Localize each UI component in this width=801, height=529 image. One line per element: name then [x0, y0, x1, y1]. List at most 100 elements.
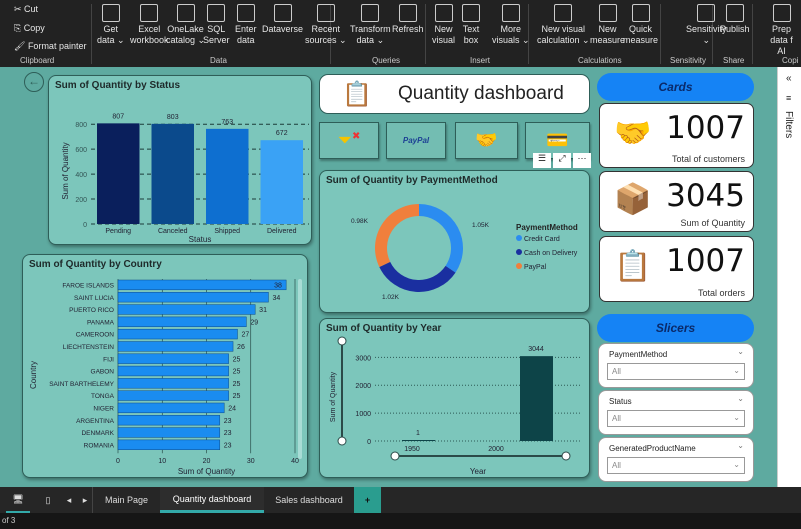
cash-on-delivery-button[interactable]: 🤝 [455, 122, 518, 159]
x-tick-label: 10 [158, 458, 166, 465]
filter-icon[interactable]: ☰ [533, 153, 551, 168]
slicer-dropdown[interactable]: All ⌄ [607, 457, 745, 474]
button-label: measure [590, 35, 626, 45]
data-label: 25 [233, 381, 241, 388]
format-painter-button[interactable]: 🖌 Format painter [14, 41, 87, 51]
slider-handle[interactable] [337, 436, 347, 446]
bar-delivered [260, 140, 303, 224]
page-count: of 3 [2, 516, 16, 525]
queries-icon [361, 4, 380, 22]
copilot-icon [772, 4, 791, 22]
ribbon-data-button-6[interactable]: Recent sources ⌄ [305, 4, 347, 46]
ribbon-data-button-4[interactable]: Enter data [235, 4, 257, 46]
insert-icon [501, 4, 520, 22]
y-tick-label: GABON [91, 369, 115, 376]
button-label: workbook [130, 35, 169, 45]
ribbon-data-button-3[interactable]: SQL Server [203, 4, 230, 46]
share-icon [725, 4, 744, 22]
ribbon-calculations-button-2[interactable]: Quick measure [623, 4, 658, 46]
cut-button[interactable]: ✂ Cut [14, 4, 39, 14]
y-tick-label: DENMARK [81, 430, 114, 437]
button-label: Transform [350, 24, 391, 34]
tab-quantity-dashboard[interactable]: Quantity dashboard [160, 487, 264, 513]
data-label: 807 [112, 113, 124, 120]
ribbon-queries-button-1[interactable]: Refresh [392, 4, 424, 35]
button-label: data ⌄ [97, 35, 125, 45]
ribbon-insert-button-0[interactable]: New visual [432, 4, 455, 46]
scrollbar[interactable] [298, 279, 302, 459]
paypal-button[interactable]: PayPal [386, 122, 446, 159]
ribbon-sensitivity-button-0[interactable]: Sensitivity ⌄ [686, 4, 727, 46]
mobile-view-icon[interactable]: ▯ [45, 494, 51, 505]
ribbon-data-button-5[interactable]: Dataverse [262, 4, 303, 35]
credit-card-icon: 💳 [546, 130, 569, 150]
credit-card-button[interactable]: 💳 [525, 122, 590, 159]
year-chart-title: Sum of Quantity by Year [326, 323, 442, 334]
payment-chart-panel: Sum of Quantity by PaymentMethod 1.05K Cr… [319, 170, 590, 313]
slider-handle[interactable] [390, 451, 400, 461]
prev-page-icon[interactable]: ◂ [66, 494, 72, 505]
insert-icon [434, 4, 453, 22]
queries-icon [398, 4, 417, 22]
card-total-orders: 📋 1007 Total orders [599, 236, 754, 302]
visual-header-toolbar: ☰ ⤢ ⋯ [533, 153, 591, 168]
copilot-group-label: Copi [782, 56, 799, 65]
next-page-icon[interactable]: ▸ [82, 494, 88, 505]
tab-sales-dashboard[interactable]: Sales dashboard [275, 495, 343, 505]
cut-label: Cut [24, 4, 39, 14]
ribbon-insert-button-2[interactable]: More visuals ⌄ [492, 4, 530, 46]
bar [117, 328, 238, 340]
desktop-view-icon[interactable]: 🖥 [6, 487, 30, 513]
button-label: data ⌄ [356, 35, 385, 45]
bar [117, 316, 247, 327]
data-label: 34 [272, 295, 280, 302]
add-page-button[interactable]: + [354, 487, 381, 513]
country-chart: 0 10 20 30 40 38 FAROE ISLANDS 34 SAINT LUCIA 31 P… [29, 279, 302, 476]
bar [117, 304, 256, 315]
y-tick-label: FIJI [103, 356, 114, 363]
handshake-icon: 🤝 [614, 117, 652, 150]
page-tabs-bar: 🖥 ▯ ◂ ▸ Main Page Quantity dashboard Sal… [0, 487, 801, 513]
back-arrow-icon[interactable]: ← [24, 72, 44, 92]
bar-shipped [206, 128, 249, 224]
slicer-label: PaymentMethod [609, 350, 668, 359]
slicer-label: GeneratedProductName [609, 444, 696, 453]
collapse-icon[interactable]: « [786, 73, 792, 84]
data-icon [140, 4, 159, 22]
slicer-dropdown[interactable]: All ⌄ [607, 410, 745, 427]
donut-slice-cash-on-delivery [379, 261, 456, 292]
copy-button[interactable]: ⎘ Copy [14, 23, 45, 33]
ribbon-share-button-0[interactable]: Publish [720, 4, 750, 35]
ribbon-data-button-1[interactable]: Excel workbook [130, 4, 169, 46]
data-label: 25 [233, 393, 241, 400]
ribbon-calculations-button-0[interactable]: New visual calculation ⌄ [537, 4, 590, 46]
x-tick-label: Shipped [214, 228, 240, 235]
country-chart-title: Sum of Quantity by Country [29, 259, 162, 270]
chevron-down-icon[interactable]: ⌄ [737, 347, 744, 356]
ribbon-data-button-2[interactable]: OneLake catalog ⌄ [166, 4, 205, 46]
tab-main-page[interactable]: Main Page [92, 487, 160, 513]
ribbon-insert-button-1[interactable]: Text box [462, 4, 480, 46]
ribbon-data-button-0[interactable]: Get data ⌄ [97, 4, 125, 46]
focus-mode-icon[interactable]: ⤢ [553, 153, 571, 168]
button-label: New visual [541, 24, 586, 34]
button-label: Sensitivity [686, 24, 727, 34]
more-options-icon[interactable]: ⋯ [573, 153, 591, 168]
slider-handle[interactable] [561, 451, 571, 461]
ribbon-queries-button-0[interactable]: Transform data ⌄ [350, 4, 391, 46]
y-tick-label: SAINT LUCIA [74, 295, 115, 302]
slider-handle[interactable] [337, 336, 347, 346]
data-label: 1.05K [472, 222, 490, 229]
legend-marker [516, 263, 522, 269]
chevron-down-icon[interactable]: ⌄ [737, 394, 744, 403]
slicer-dropdown[interactable]: All ⌄ [607, 363, 745, 380]
ribbon: ✂ Cut ⎘ Copy 🖌 Format painter Clipboard … [0, 0, 801, 67]
data-label: 3044 [528, 346, 544, 353]
card-total-customers: 🤝 1007 Total of customers [599, 103, 754, 168]
ribbon-calculations-button-1[interactable]: New measure [590, 4, 625, 46]
clear-filters-button[interactable]: ⏷✖ [319, 122, 379, 159]
ribbon-copilot-button-0[interactable]: Prep data f AI [762, 4, 801, 57]
bar [117, 415, 221, 426]
chevron-down-icon[interactable]: ⌄ [737, 441, 744, 450]
filters-pane[interactable]: « ≡ Filters [777, 67, 801, 487]
